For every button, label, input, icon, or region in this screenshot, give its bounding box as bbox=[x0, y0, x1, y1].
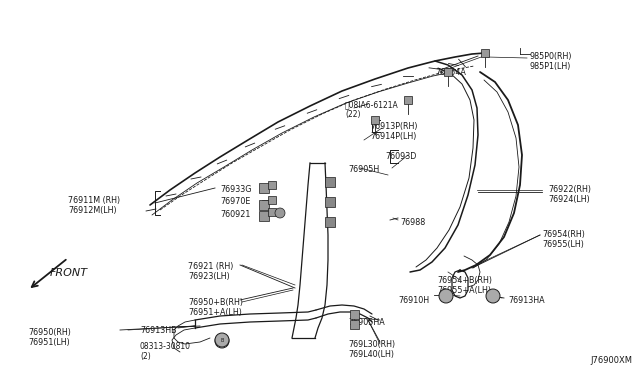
Text: 08313-30810
(2): 08313-30810 (2) bbox=[140, 342, 191, 362]
Bar bbox=[371, 116, 379, 124]
Bar bbox=[350, 320, 359, 329]
Text: FRONT: FRONT bbox=[50, 268, 88, 278]
Text: 76954(RH)
76955(LH): 76954(RH) 76955(LH) bbox=[542, 230, 585, 249]
Text: 76954+B(RH)
76955+A(LH): 76954+B(RH) 76955+A(LH) bbox=[437, 276, 492, 295]
Text: 76905HA: 76905HA bbox=[348, 318, 385, 327]
Text: 76922(RH)
76924(LH): 76922(RH) 76924(LH) bbox=[548, 185, 591, 204]
Text: 76933G: 76933G bbox=[220, 185, 252, 194]
Text: 76905H: 76905H bbox=[348, 165, 380, 174]
Bar bbox=[268, 196, 276, 204]
Text: 76970E: 76970E bbox=[220, 197, 250, 206]
Text: 76910H: 76910H bbox=[398, 296, 429, 305]
Bar bbox=[268, 181, 276, 189]
Text: 76950+B(RH)
76951+A(LH): 76950+B(RH) 76951+A(LH) bbox=[188, 298, 243, 317]
Circle shape bbox=[439, 289, 453, 303]
Text: 08IA6-6121A
(22): 08IA6-6121A (22) bbox=[345, 100, 399, 119]
Text: 76913HA: 76913HA bbox=[508, 296, 545, 305]
Text: 76921 (RH)
76923(LH): 76921 (RH) 76923(LH) bbox=[188, 262, 234, 281]
Text: 769L30(RH)
769L40(LH): 769L30(RH) 769L40(LH) bbox=[348, 340, 395, 359]
Text: 76950(RH)
76951(LH): 76950(RH) 76951(LH) bbox=[28, 328, 71, 347]
Text: 76093D: 76093D bbox=[385, 152, 417, 161]
Bar bbox=[325, 177, 335, 187]
Bar bbox=[268, 208, 276, 216]
Text: J76900XM: J76900XM bbox=[590, 356, 632, 365]
Bar bbox=[481, 49, 489, 57]
Circle shape bbox=[275, 208, 285, 218]
Bar bbox=[259, 200, 269, 210]
Bar bbox=[325, 197, 335, 207]
Text: 760921: 760921 bbox=[220, 210, 250, 219]
Bar bbox=[404, 96, 412, 104]
Circle shape bbox=[215, 333, 229, 347]
Bar bbox=[259, 211, 269, 221]
Bar bbox=[259, 183, 269, 193]
Circle shape bbox=[486, 289, 500, 303]
Circle shape bbox=[215, 334, 229, 348]
Text: 76913HB: 76913HB bbox=[140, 326, 177, 335]
Text: 76988: 76988 bbox=[400, 218, 425, 227]
Text: 985P0(RH)
985P1(LH): 985P0(RH) 985P1(LH) bbox=[530, 52, 573, 71]
Text: 76913P(RH)
76914P(LH): 76913P(RH) 76914P(LH) bbox=[370, 122, 417, 141]
Bar bbox=[325, 217, 335, 227]
Text: 76911M (RH)
76912M(LH): 76911M (RH) 76912M(LH) bbox=[68, 196, 120, 215]
Text: 76954A: 76954A bbox=[435, 68, 466, 77]
Text: B: B bbox=[220, 339, 224, 343]
Bar bbox=[350, 310, 359, 319]
Text: B: B bbox=[220, 337, 224, 343]
Bar bbox=[444, 68, 452, 76]
